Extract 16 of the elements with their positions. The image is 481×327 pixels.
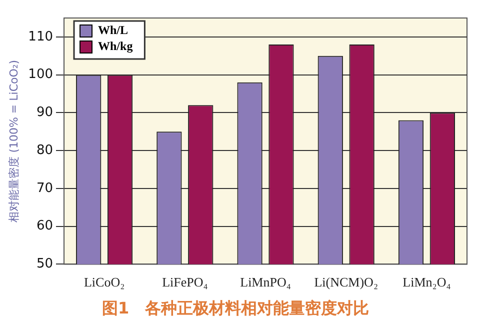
- legend-label: Wh/kg: [98, 39, 133, 54]
- x-tick-label: LiMn₂O₄: [402, 274, 452, 290]
- y-axis-title: 相对能量密度 (100% = LiCoO₂): [7, 60, 20, 222]
- x-tick-label: Li(NCM)O₂: [314, 274, 378, 290]
- legend-label: Wh/L: [98, 23, 128, 38]
- y-tick-label: 100: [28, 67, 54, 82]
- x-tick-label: LiMnPO₄: [240, 274, 292, 290]
- y-tick-label: 60: [36, 218, 54, 234]
- y-tick-label: 70: [36, 180, 54, 196]
- x-tick-label: LiCoO₂: [84, 274, 125, 290]
- text: 图1 各种正极材料相对能量密度对比: [102, 298, 370, 318]
- x-tick-label: LiFePO₄: [162, 274, 208, 290]
- y-tick-label: 110: [28, 29, 54, 44]
- y-tick-label: 50: [36, 256, 54, 272]
- y-tick-label: 80: [36, 142, 54, 158]
- y-tick-label: 90: [36, 105, 54, 120]
